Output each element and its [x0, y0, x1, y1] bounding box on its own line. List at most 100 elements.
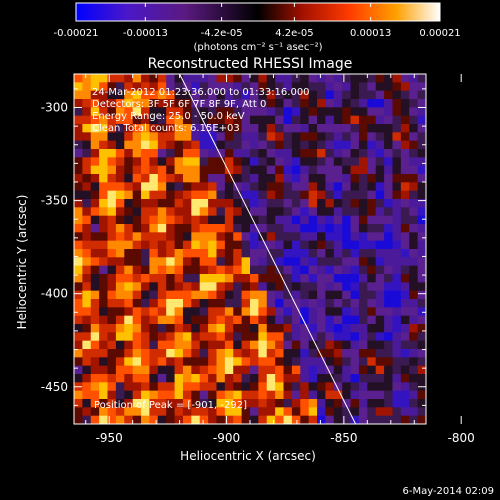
heatmap-cell — [191, 157, 201, 167]
heatmap-cell — [375, 149, 385, 158]
heatmap-cell — [107, 207, 117, 217]
heatmap-cell — [409, 274, 419, 283]
heatmap-cell — [216, 115, 226, 125]
heatmap-cell — [241, 74, 251, 83]
heatmap-cell — [107, 99, 117, 108]
heatmap-cell — [283, 82, 293, 92]
colorbar-ticks: -0.00021 -0.00013 -4.2e-05 4.2e-05 0.00013 0.… — [54, 3, 461, 39]
heatmap-cell — [174, 82, 184, 92]
heatmap-cell — [107, 190, 117, 200]
heatmap-cell — [199, 407, 209, 417]
heatmap-cell — [308, 399, 318, 408]
heatmap-cell — [107, 340, 117, 350]
heatmap-cell — [132, 115, 142, 125]
heatmap-cell — [291, 224, 301, 233]
heatmap-cell — [342, 199, 352, 208]
heatmap-cell — [291, 290, 301, 300]
heatmap-cell — [400, 390, 410, 400]
heatmap-cell — [241, 107, 251, 117]
x-axis-ticks: -950 -900 -850 -800 — [85, 74, 475, 445]
heatmap-cell — [250, 115, 259, 125]
heatmap-cell — [367, 207, 377, 217]
heatmap-cell — [216, 99, 226, 108]
heatmap-cell — [333, 174, 343, 183]
heatmap-cell — [283, 115, 293, 125]
heatmap-cell — [149, 257, 159, 267]
heatmap-cell — [132, 74, 142, 83]
heatmap-cell — [216, 307, 226, 317]
heatmap-cell — [115, 132, 125, 142]
heatmap-cell — [216, 299, 226, 308]
heatmap-cell — [308, 215, 318, 225]
x-tick-label: -900 — [213, 431, 240, 445]
heatmap-cell — [317, 382, 327, 392]
heatmap-cell — [174, 182, 184, 192]
heatmap-cell — [375, 99, 385, 108]
heatmap-cell — [283, 199, 293, 208]
heatmap-cell — [149, 74, 159, 83]
colorbar-tick-label: 0.00013 — [350, 28, 391, 39]
heatmap-cell — [115, 399, 125, 408]
heatmap-cell — [149, 265, 159, 275]
heatmap-cell — [417, 99, 426, 108]
heatmap-cell — [224, 299, 234, 308]
heatmap-cell — [358, 140, 368, 150]
heatmap-cell — [82, 74, 92, 83]
heatmap-cell — [300, 382, 310, 392]
heatmap-cell — [74, 290, 83, 300]
heatmap-cell — [74, 274, 83, 283]
heatmap-cell — [317, 132, 327, 142]
heatmap-cell — [417, 357, 426, 367]
heatmap-cell — [333, 240, 343, 250]
heatmap-cell — [166, 74, 176, 83]
heatmap-cell — [300, 99, 310, 108]
heatmap-cell — [166, 257, 176, 267]
heatmap-cell — [342, 165, 352, 175]
heatmap-cell — [283, 232, 293, 242]
heatmap-cell — [107, 290, 117, 300]
heatmap-cell — [141, 232, 151, 242]
heatmap-cell — [216, 157, 226, 167]
heatmap-cell — [417, 90, 426, 100]
heatmap-cell — [233, 274, 243, 283]
heatmap-cell — [141, 332, 151, 342]
heatmap-cell — [157, 82, 167, 92]
heatmap-cell — [107, 82, 117, 92]
heatmap-cell — [342, 157, 352, 167]
heatmap-cell — [182, 132, 192, 142]
heatmap-cell — [375, 115, 385, 125]
heatmap-cell — [325, 115, 335, 125]
heatmap-cell — [124, 324, 134, 333]
heatmap-cell — [250, 157, 259, 167]
heatmap-cell — [283, 399, 293, 408]
heatmap-cell — [115, 332, 125, 342]
heatmap-cell — [300, 399, 310, 408]
heatmap-cell — [157, 265, 167, 275]
heatmap-cell — [266, 107, 276, 117]
heatmap-cell — [124, 107, 134, 117]
heatmap-cell — [166, 207, 176, 217]
heatmap-cell — [115, 207, 125, 217]
heatmap-cell — [174, 115, 184, 125]
heatmap-cell — [275, 99, 285, 108]
heatmap-cell — [350, 224, 360, 233]
heatmap-cell — [417, 207, 426, 217]
heatmap-cell — [308, 407, 318, 417]
heatmap-cell — [241, 315, 251, 325]
heatmap-cell — [258, 90, 268, 100]
heatmap-cell — [216, 374, 226, 383]
heatmap-cell — [308, 157, 318, 167]
heatmap-cell — [317, 415, 327, 424]
heatmap-cell — [157, 74, 167, 83]
heatmap-cell — [224, 174, 234, 183]
heatmap-cell — [300, 307, 310, 317]
heatmap-cell — [317, 257, 327, 267]
heatmap-cell — [367, 315, 377, 325]
heatmap-cell — [141, 365, 151, 375]
heatmap-cell — [400, 90, 410, 100]
heatmap-cell — [350, 315, 360, 325]
heatmap-cell — [224, 365, 234, 375]
heatmap-cell — [325, 99, 335, 108]
heatmap-cell — [258, 415, 268, 424]
heatmap-cell — [115, 274, 125, 283]
